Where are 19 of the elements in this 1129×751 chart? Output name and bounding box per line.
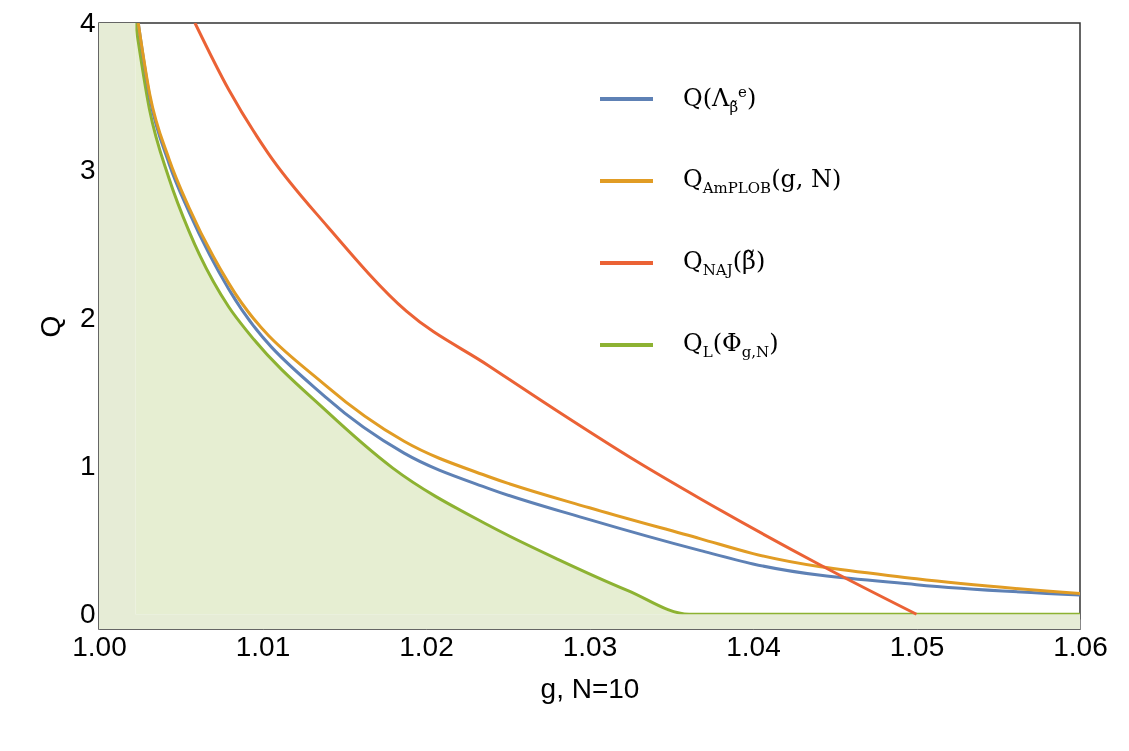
y-tick-label: 0 [79,597,96,629]
x-tick-label: 1.00 [72,630,127,662]
x-tick-label: 1.01 [235,630,291,662]
x-tick-label: 1.06 [1053,630,1108,662]
legend-label: Q(Λ$_{β̃}$$^{e}$) [683,82,757,116]
x-axis-title: g, N=10 [540,672,640,704]
legend-label: Q$_{AmPLOB}$(g, N) [683,165,842,197]
x-tick-label: 1.03 [562,630,618,662]
x-tick-label: 1.05 [889,630,945,662]
y-tick-label: 4 [79,6,96,38]
y-axis-title: Q [34,315,66,338]
y-tick-label: 3 [79,154,96,186]
line-series [193,23,918,616]
legend-label: Q$_{NAJ}$(β̃) [683,247,766,279]
y-tick-label: 2 [79,302,96,334]
x-tick-label: 1.02 [399,630,454,662]
x-tick-label: 1.04 [726,630,781,662]
legend-label: Q$_{L}$(Φ$_{g,N}$) [683,329,779,361]
y-tick-label: 1 [79,449,96,481]
